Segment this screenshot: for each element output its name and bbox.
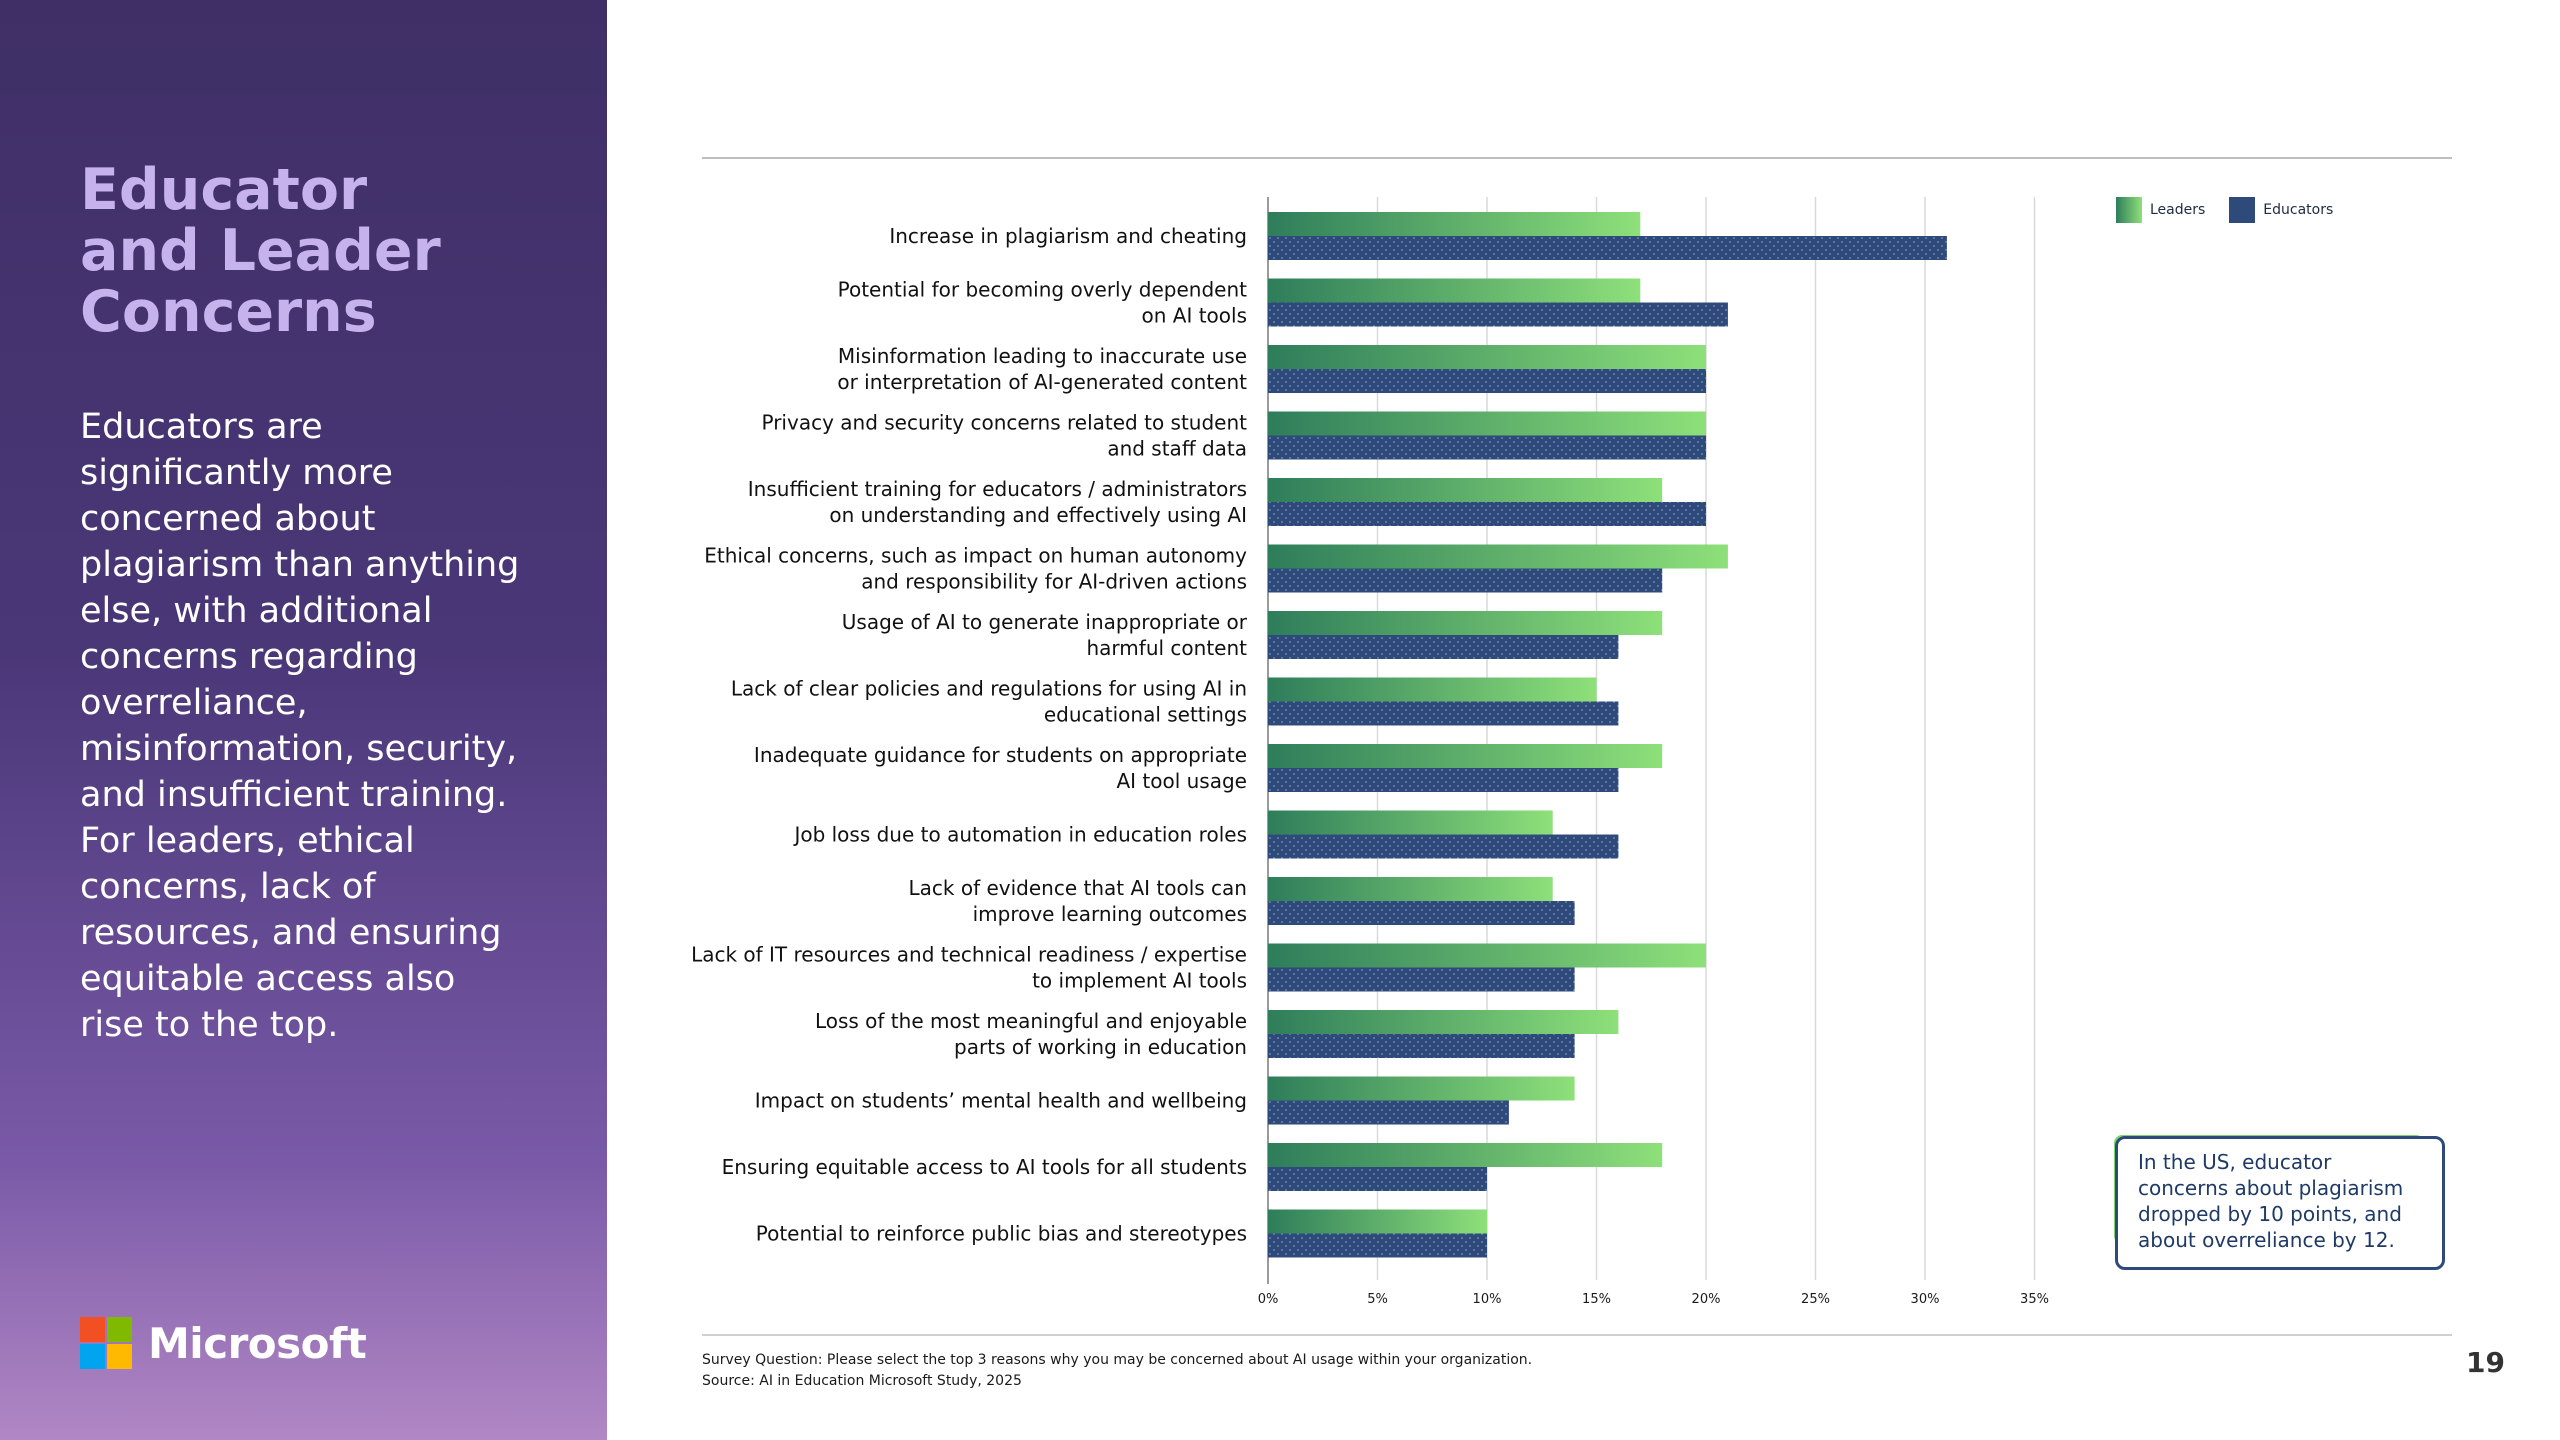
- logo-text: Microsoft: [148, 1318, 367, 1368]
- bar-educators: [1268, 768, 1619, 792]
- bar-educators: [1268, 967, 1575, 992]
- category-label: Ethical concerns, such as impact on huma…: [704, 544, 1247, 594]
- legend-item-leaders: Leaders: [2116, 197, 2205, 223]
- bar-leaders: [1268, 877, 1553, 901]
- bar-leaders: [1268, 1143, 1663, 1167]
- legend-swatch-educators: [2229, 197, 2256, 223]
- legend-label-leaders: Leaders: [2150, 202, 2206, 218]
- bar-leaders: [1268, 810, 1553, 835]
- x-tick-label: 30%: [1911, 1292, 1940, 1307]
- category-label: Ensuring equitable access to AI tools fo…: [722, 1155, 1247, 1179]
- slide-title: Educator and Leader Concerns: [80, 160, 560, 343]
- category-label: Loss of the most meaningful and enjoyabl…: [815, 1009, 1247, 1059]
- bar-leaders: [1268, 278, 1641, 303]
- bar-leaders: [1268, 544, 1728, 569]
- x-tick-label: 35%: [2020, 1292, 2049, 1307]
- x-tick-label: 10%: [1473, 1292, 1502, 1307]
- bar-educators: [1268, 1100, 1509, 1125]
- callout-note: In the US, educator concerns about plagi…: [2115, 1136, 2445, 1270]
- logo-square-red: [80, 1317, 105, 1342]
- x-tick-label: 15%: [1582, 1292, 1611, 1307]
- bar-leaders: [1268, 411, 1706, 436]
- bar-educators: [1268, 1233, 1487, 1258]
- category-label: Lack of evidence that AI tools can improv…: [909, 876, 1248, 926]
- microsoft-logo: Microsoft: [80, 1317, 367, 1369]
- category-label: Potential to reinforce public bias and s…: [756, 1222, 1247, 1246]
- title-line-2: and Leader: [80, 218, 441, 284]
- legend-swatch-leaders: [2116, 197, 2142, 223]
- bar-educators: [1268, 302, 1728, 327]
- legend-label-educators: Educators: [2263, 202, 2334, 218]
- logo-square-green: [107, 1317, 132, 1342]
- legend-item-educators: Educators: [2229, 197, 2333, 223]
- x-tick-label: 5%: [1367, 1292, 1388, 1307]
- footnote: Survey Question: Please select the top 3…: [702, 1350, 1532, 1392]
- chart-legend: Leaders Educators: [2116, 197, 2357, 223]
- bar-educators: [1268, 834, 1619, 859]
- category-label: Impact on students’ mental health and we…: [755, 1089, 1247, 1113]
- title-line-1: Educator: [80, 157, 368, 223]
- bar-leaders: [1268, 943, 1706, 968]
- top-divider: [702, 157, 2452, 159]
- bar-leaders: [1268, 1076, 1575, 1101]
- bottom-divider: [702, 1334, 2452, 1336]
- x-tick-label: 0%: [1258, 1292, 1279, 1307]
- category-label: Misinformation leading to inaccurate use…: [837, 344, 1247, 394]
- bar-leaders: [1268, 1209, 1487, 1234]
- bar-educators: [1268, 1167, 1487, 1191]
- bar-educators: [1268, 435, 1706, 460]
- category-label: Insufficient training for educators / ad…: [748, 477, 1247, 527]
- category-label: Usage of AI to generate inappropriate or…: [842, 610, 1248, 660]
- survey-question: Survey Question: Please select the top 3…: [702, 1352, 1533, 1368]
- bar-educators: [1268, 635, 1619, 659]
- bar-educators: [1268, 568, 1663, 593]
- bar-leaders: [1268, 212, 1641, 236]
- x-tick-label: 20%: [1692, 1292, 1721, 1307]
- bar-educators: [1268, 901, 1575, 925]
- category-label: Inadequate guidance for students on appr…: [754, 743, 1247, 793]
- bar-educators: [1268, 236, 1947, 260]
- side-panel: Educator and Leader Concerns Educators a…: [0, 0, 607, 1440]
- bar-leaders: [1268, 1010, 1619, 1034]
- category-label: Lack of clear policies and regulations f…: [731, 677, 1247, 727]
- category-label: Potential for becoming overly dependent o…: [838, 278, 1248, 328]
- category-label: Increase in plagiarism and cheating: [889, 224, 1247, 248]
- bar-leaders: [1268, 611, 1663, 635]
- page-number: 19: [2466, 1346, 2505, 1379]
- bar-educators: [1268, 369, 1706, 393]
- category-label: Privacy and security concerns related to…: [762, 411, 1248, 461]
- summary-text: Educators are significantly more concern…: [80, 407, 520, 1045]
- microsoft-logo-icon: [80, 1317, 132, 1369]
- title-line-3: Concerns: [80, 279, 377, 345]
- bar-leaders: [1268, 478, 1663, 502]
- category-label: Lack of IT resources and technical readi…: [691, 943, 1247, 993]
- bar-educators: [1268, 1034, 1575, 1058]
- source-note: Source: AI in Education Microsoft Study,…: [702, 1373, 1022, 1389]
- category-label: Job loss due to automation in education …: [792, 823, 1247, 847]
- logo-square-blue: [80, 1344, 105, 1369]
- bar-leaders: [1268, 744, 1663, 768]
- bar-educators: [1268, 701, 1619, 726]
- bar-leaders: [1268, 677, 1597, 702]
- bar-educators: [1268, 502, 1706, 526]
- x-tick-label: 25%: [1801, 1292, 1830, 1307]
- bar-leaders: [1268, 345, 1706, 369]
- logo-square-yellow: [107, 1344, 132, 1369]
